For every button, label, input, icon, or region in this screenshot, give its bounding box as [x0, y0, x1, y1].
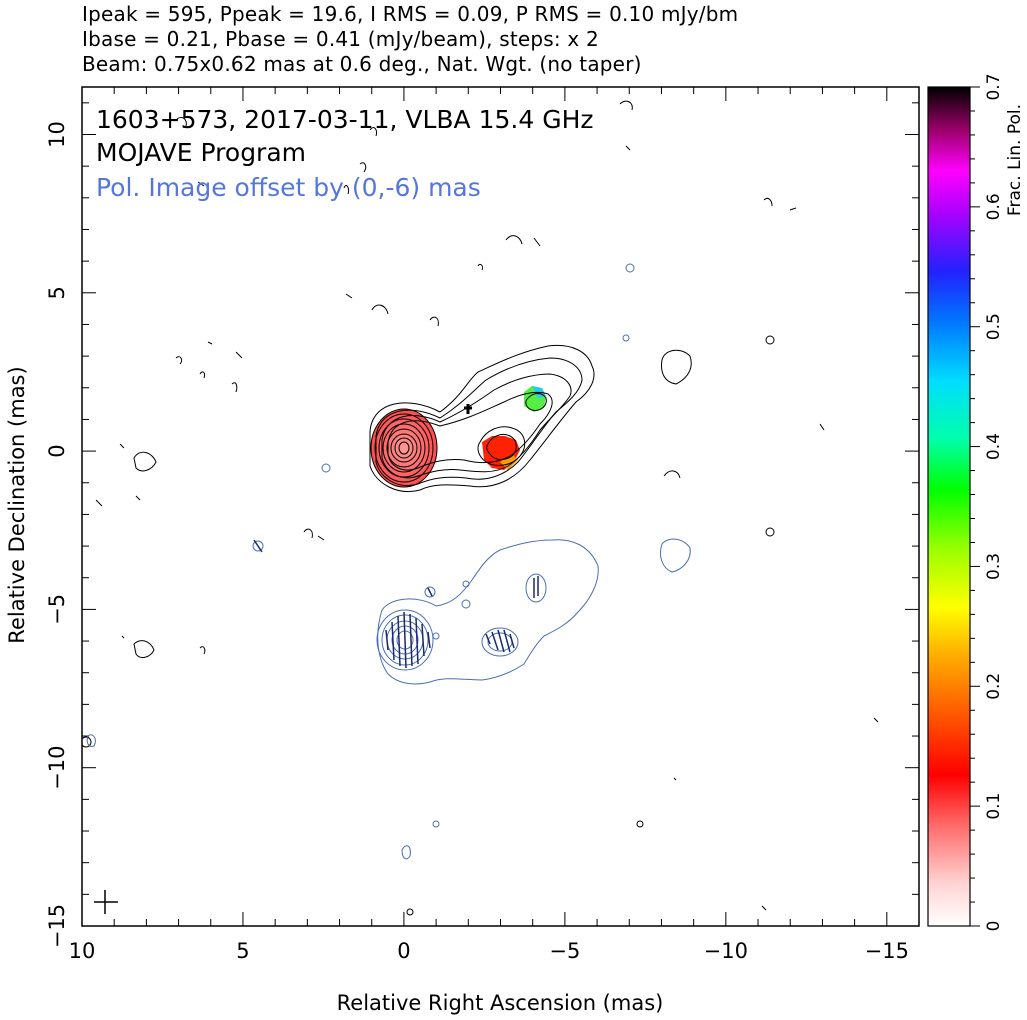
- jet-marker: [464, 404, 472, 414]
- colorbar-tick-label: 0.2: [984, 673, 1004, 700]
- total-intensity-contours: [82, 100, 879, 916]
- x-tick-label: −10: [704, 939, 748, 963]
- axis-ticks: [81, 87, 920, 927]
- x-tick-label: 10: [69, 939, 96, 963]
- header-line-base: Ibase = 0.21, Pbase = 0.41 (mJy/beam), s…: [82, 27, 599, 51]
- x-tick-label: −15: [865, 939, 909, 963]
- colorbar-ticks: [970, 86, 980, 927]
- evpa-vectors: [253, 539, 539, 669]
- beam-marker: [94, 890, 118, 914]
- inner-jet-pol-color-edge: [500, 454, 518, 470]
- x-tick-label: −5: [549, 939, 580, 963]
- colorbar-tick-label: 0.4: [984, 433, 1004, 460]
- colorbar: [927, 86, 971, 927]
- header-line-peak: Ipeak = 595, Ppeak = 19.6, I RMS = 0.09,…: [82, 2, 739, 26]
- program-label: MOJAVE Program: [96, 138, 306, 167]
- y-tick-label: 5: [45, 286, 69, 299]
- y-axis-label: Relative Declination (mas): [5, 366, 29, 643]
- y-tick-label: 10: [45, 121, 69, 148]
- y-tick-labels: 10 5 0 −5 −10 −15: [45, 121, 69, 948]
- y-tick-label: −10: [45, 746, 69, 790]
- colorbar-tick-labels: 0 0.1 0.2 0.3 0.4 0.5 0.6 0.7: [984, 73, 1004, 931]
- colorbar-tick-label: 0: [984, 921, 1004, 932]
- y-tick-label: 0: [45, 444, 69, 457]
- colorbar-tick-label: 0.5: [984, 313, 1004, 340]
- x-tick-labels: 10 5 0 −5 −10 −15: [69, 939, 909, 963]
- plot-frame: [81, 86, 920, 927]
- colorbar-tick-label: 0.7: [984, 73, 1004, 100]
- x-axis-label: Relative Right Ascension (mas): [337, 991, 664, 1015]
- header-line-beam: Beam: 0.75x0.62 mas at 0.6 deg., Nat. Wg…: [82, 52, 642, 76]
- x-tick-label: 0: [397, 939, 410, 963]
- offset-note: Pol. Image offset by (0,-6) mas: [96, 173, 481, 202]
- colorbar-tick-label: 0.6: [984, 193, 1004, 220]
- colorbar-label: Frac. Lin. Pol.: [1005, 104, 1025, 216]
- core-pol-color: [371, 409, 437, 487]
- colorbar-tick-label: 0.1: [984, 793, 1004, 820]
- source-title: 1603+573, 2017-03-11, VLBA 15.4 GHz: [96, 105, 594, 134]
- y-tick-label: −15: [45, 904, 69, 948]
- polarized-intensity-contours: [86, 263, 691, 860]
- y-tick-label: −5: [45, 594, 69, 625]
- colorbar-tick-label: 0.3: [984, 553, 1004, 580]
- x-tick-label: 5: [236, 939, 249, 963]
